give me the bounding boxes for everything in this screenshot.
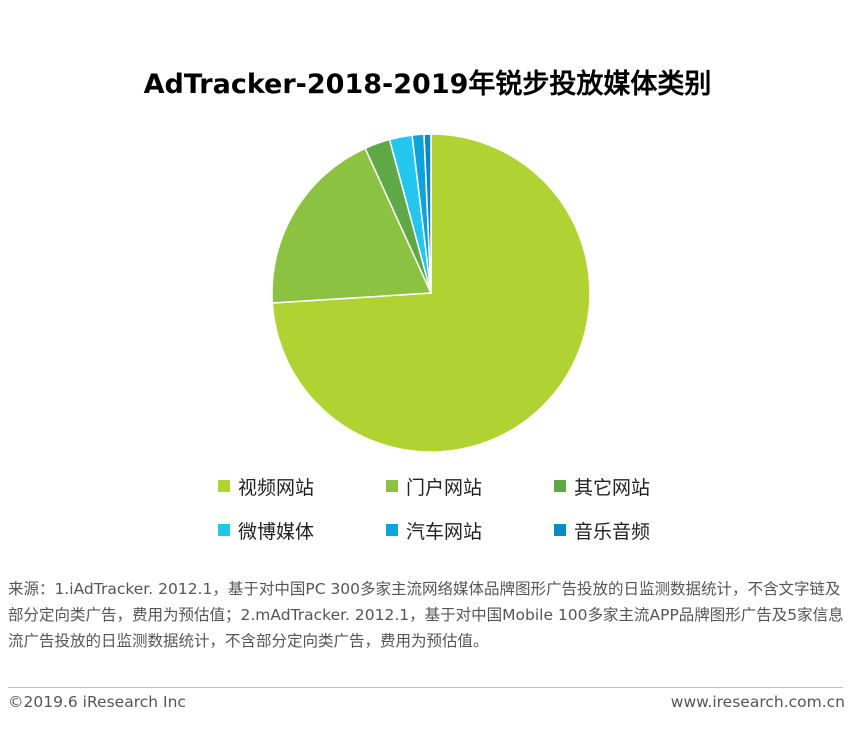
legend-swatch xyxy=(554,480,566,492)
pie-slice-6 xyxy=(423,133,432,294)
source-note: 来源：1.iAdTracker. 2012.1，基于对中国PC 300多家主流网… xyxy=(8,580,844,650)
legend-swatch xyxy=(386,524,398,536)
chart-title: AdTracker-2018-2019年锐步投放媒体类别 xyxy=(143,69,712,100)
footer-divider xyxy=(8,687,843,688)
legend-swatch xyxy=(218,524,230,536)
legend-item-4: 微博媒体 xyxy=(218,518,386,543)
legend-swatch xyxy=(554,524,566,536)
pie-chart xyxy=(271,133,591,453)
legend-label: 汽车网站 xyxy=(406,520,483,543)
legend: 视频网站 门户网站 其它网站微博媒体 汽车网站 音乐音频 xyxy=(218,474,738,543)
legend-item-3: 其它网站 xyxy=(554,474,722,499)
copyright-text: ©2019.6 iResearch Inc xyxy=(8,693,186,711)
legend-label: 视频网站 xyxy=(238,476,315,499)
legend-item-2: 门户网站 xyxy=(386,474,554,499)
legend-swatch xyxy=(218,480,230,492)
pie-slice-2 xyxy=(271,147,432,304)
legend-label: 门户网站 xyxy=(406,476,483,499)
legend-swatch xyxy=(386,480,398,492)
legend-label: 其它网站 xyxy=(574,476,651,499)
website-text: www.iresearch.com.cn xyxy=(670,693,845,711)
legend-item-6: 音乐音频 xyxy=(554,518,722,543)
legend-label: 微博媒体 xyxy=(238,520,315,543)
legend-item-1: 视频网站 xyxy=(218,474,386,499)
legend-label: 音乐音频 xyxy=(574,520,651,543)
legend-item-5: 汽车网站 xyxy=(386,518,554,543)
